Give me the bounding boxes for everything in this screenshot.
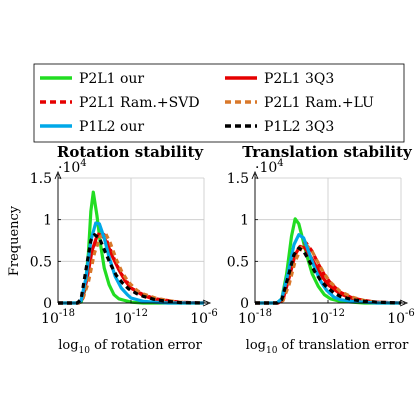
x-tick-label: 10-6: [387, 308, 415, 327]
legend-item-p1l2-3q3: P1L2 3Q3: [225, 119, 334, 135]
plot-rotation: Rotation stability ·104 Frequency 10-18 1…: [7, 143, 218, 356]
x-axis-arrow: [202, 299, 212, 307]
y-tick-label: 0: [240, 296, 249, 312]
y-multiplier: ·104: [255, 158, 284, 176]
y-axis-arrow: [251, 170, 259, 180]
series-line-p1l2-3q3: [255, 246, 402, 305]
y-tick-label: 0.5: [30, 254, 52, 270]
plot-translation: Translation stability ·104 10-18 10-12 10-…: [227, 143, 415, 356]
series-line-p2l1-ram-lu: [255, 243, 402, 305]
x-tick-label: 10-12: [114, 308, 148, 327]
legend-label: P2L1 3Q3: [264, 71, 334, 87]
legend-label: P1L2 our: [79, 119, 144, 135]
legend-item-p1l2-our: P1L2 our: [40, 119, 144, 135]
series-line-p2l1-ram-lu: [58, 231, 205, 305]
legend-item-p2l1-ram-lu: P2L1 Ram.+LU: [225, 95, 374, 111]
y-tick-label: 0.5: [227, 254, 249, 270]
legend: P2L1 our P2L1 3Q3 P2L1 Ram.+SVD P2L1 Ram.+L…: [33, 63, 405, 143]
legend-label: P1L2 3Q3: [264, 119, 334, 135]
y-tick-label: 1.5: [30, 171, 52, 187]
y-multiplier: ·104: [58, 158, 87, 176]
legend-item-p2l1-3q3: P2L1 3Q3: [225, 71, 334, 87]
legend-frame: [33, 63, 405, 143]
legend-item-p2l1-our: P2L1 our: [40, 71, 144, 87]
y-tick-label: 0: [43, 296, 52, 312]
plot-title: Rotation stability: [57, 143, 204, 161]
y-tick-label: 1: [43, 213, 52, 229]
y-axis-arrow: [54, 170, 62, 180]
plot-title: Translation stability: [242, 143, 413, 161]
y-tick-label: 1: [240, 213, 249, 229]
x-tick-label: 10-12: [311, 308, 345, 327]
legend-label: P2L1 our: [79, 71, 144, 87]
legend-item-p2l1-ram-svd: P2L1 Ram.+SVD: [40, 95, 200, 111]
x-axis-arrow: [399, 299, 409, 307]
legend-label: P2L1 Ram.+SVD: [79, 95, 200, 111]
x-axis-label: log10 of translation error: [246, 338, 409, 356]
legend-label: P2L1 Ram.+LU: [264, 95, 374, 111]
y-tick-label: 1.5: [227, 171, 249, 187]
y-axis-label: Frequency: [7, 205, 22, 276]
series-group: [255, 217, 402, 305]
x-axis-label: log10 of rotation error: [58, 338, 202, 356]
x-tick-label: 10-6: [190, 308, 218, 327]
series-line-p1l2-3q3: [58, 233, 205, 305]
